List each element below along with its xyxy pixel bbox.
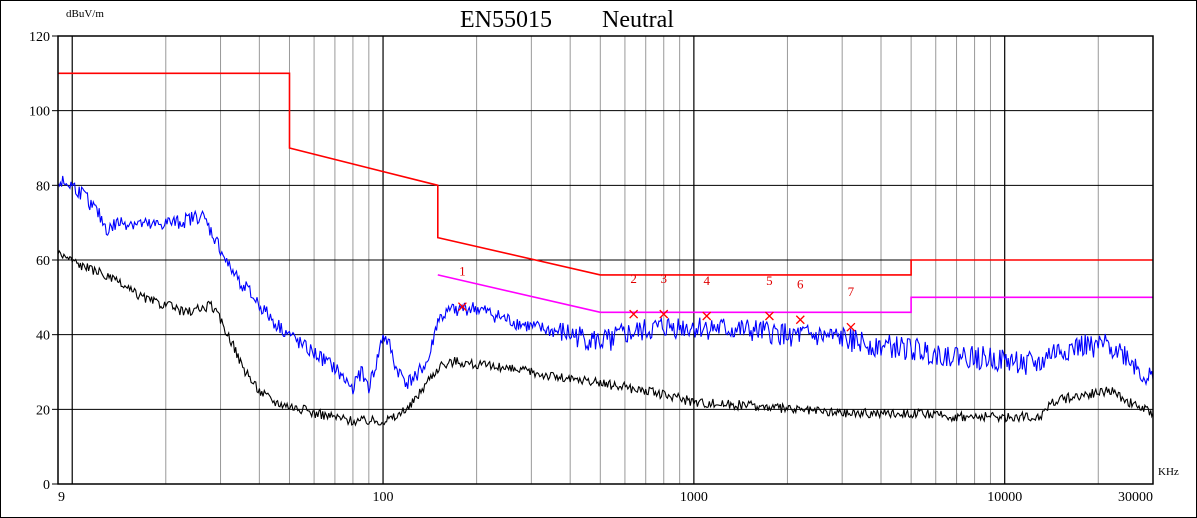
- marker-cross: [629, 309, 639, 319]
- marker-cross: [764, 311, 774, 321]
- y-tick-label: 120: [29, 30, 50, 45]
- marker-label: 5: [766, 273, 773, 288]
- marker-label: 4: [703, 273, 710, 288]
- x-tick-label: 9: [58, 490, 65, 505]
- marker-cross: [702, 311, 712, 321]
- marker-label: 7: [848, 284, 855, 299]
- marker-label: 6: [797, 277, 804, 292]
- limit-line: [58, 72, 1153, 276]
- y-tick-label: 60: [36, 254, 50, 269]
- marker-layer: 1 2 3 4 5 6 7: [457, 264, 856, 332]
- x-axis-unit: KHz: [1158, 466, 1179, 478]
- measurement-trace: [57, 249, 1154, 427]
- y-tick-label: 0: [43, 478, 50, 493]
- y-tick-label: 40: [36, 329, 50, 344]
- y-tick-label: 20: [36, 403, 50, 418]
- marker-label: 2: [630, 271, 637, 286]
- chart-subtitle: Neutral: [602, 7, 674, 33]
- chart-title: EN55015: [460, 7, 552, 33]
- x-tick-label: 30000: [1118, 490, 1153, 505]
- y-axis-unit: dBuV/m: [66, 8, 104, 20]
- marker-cross: [846, 322, 856, 332]
- y-tick-label: 80: [36, 179, 50, 194]
- x-tick-label: 100: [373, 490, 394, 505]
- tick-layer: 0 20 40 60 80 100 120 9 100 1000 10000 30000: [29, 30, 1153, 505]
- marker-label: 1: [459, 264, 466, 279]
- marker-label: 3: [661, 271, 668, 286]
- marker-cross: [659, 309, 669, 319]
- marker-cross: [457, 302, 467, 312]
- x-tick-label: 1000: [680, 490, 708, 505]
- marker-cross: [795, 315, 805, 325]
- measurement-trace: [57, 175, 1154, 395]
- series-layer: [57, 72, 1154, 427]
- limit-line: [437, 274, 1153, 314]
- y-tick-label: 100: [29, 105, 50, 120]
- x-tick-label: 10000: [987, 490, 1022, 505]
